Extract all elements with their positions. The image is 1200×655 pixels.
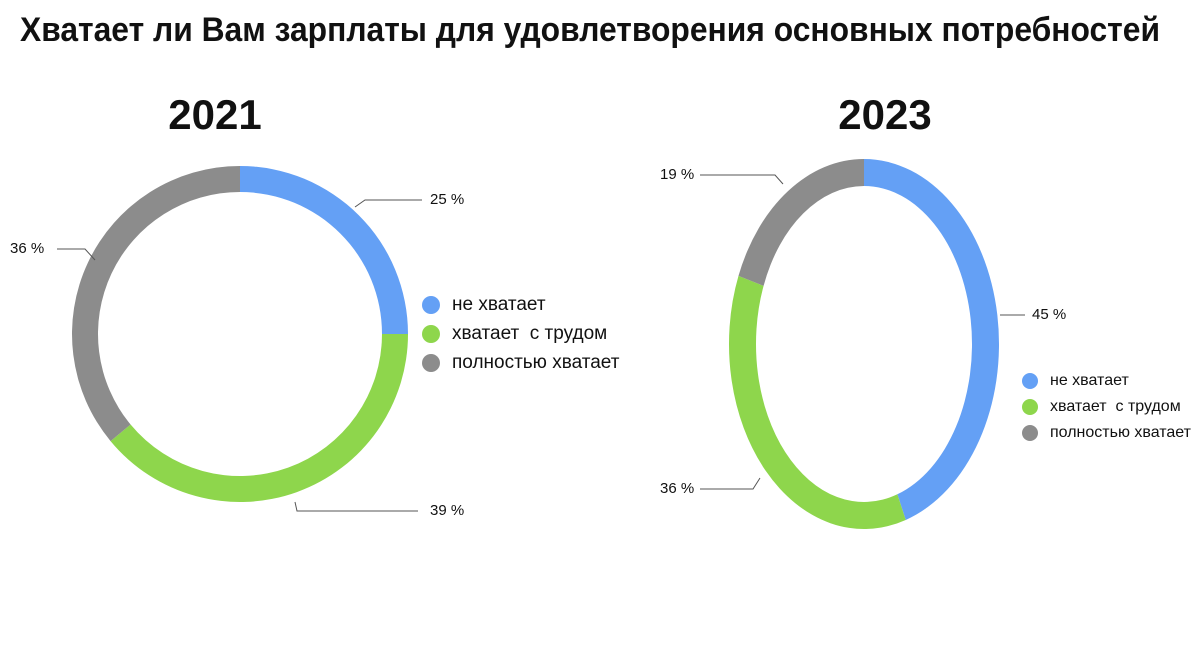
leader-line (700, 477, 761, 490)
legend-marker (1022, 425, 1038, 441)
legend-label: не хватает (452, 294, 546, 315)
legend-marker (422, 325, 440, 343)
legend-label: полностью хватает (452, 352, 620, 373)
chart-title: 2021 (168, 91, 261, 138)
donut-slice (729, 275, 906, 529)
leader-line (57, 248, 96, 261)
donut-slice (110, 334, 408, 503)
leader-line (294, 501, 418, 512)
legend-marker (422, 296, 440, 314)
donut-slice (240, 166, 408, 334)
legend-label: хватает с трудом (1050, 398, 1181, 415)
value-label: 45 % (1032, 306, 1066, 323)
page-title: Хватает ли Вам зарплаты для удовлетворен… (20, 11, 1160, 49)
value-label: 25 % (430, 191, 464, 208)
legend-marker (422, 354, 440, 372)
legend-marker (1022, 373, 1038, 389)
value-label: 39 % (430, 502, 464, 519)
donut-slice (738, 159, 864, 286)
legend-label: полностью хватает (1050, 424, 1192, 441)
value-label: 19 % (660, 166, 694, 183)
chart-title: 2023 (838, 91, 931, 138)
value-label: 36 % (10, 240, 44, 257)
leader-line (700, 174, 784, 185)
legend-marker (1022, 399, 1038, 415)
legend-label: не хватает (1050, 372, 1129, 389)
leader-line (354, 199, 422, 208)
donut-slice (864, 159, 999, 520)
donut-slice (71, 166, 240, 442)
legend-label: хватает с трудом (452, 323, 607, 344)
value-label: 36 % (660, 480, 694, 497)
